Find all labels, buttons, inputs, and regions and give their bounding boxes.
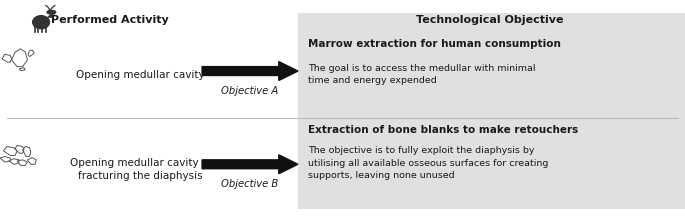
Text: Opening medullar cavity +
fracturing the diaphysis: Opening medullar cavity + fracturing the… — [70, 158, 211, 181]
Text: The goal is to access the medullar with minimal
time and energy expended: The goal is to access the medullar with … — [308, 64, 536, 85]
FancyArrow shape — [202, 155, 298, 174]
Text: Objective B: Objective B — [221, 179, 279, 189]
Text: Opening medullar cavity: Opening medullar cavity — [76, 70, 205, 81]
FancyArrow shape — [202, 61, 298, 80]
Polygon shape — [47, 14, 55, 18]
Text: Marrow extraction for human consumption: Marrow extraction for human consumption — [308, 39, 561, 50]
Ellipse shape — [47, 10, 55, 14]
Text: Performed Activity: Performed Activity — [51, 15, 169, 25]
Ellipse shape — [33, 16, 49, 29]
FancyBboxPatch shape — [298, 13, 685, 209]
Text: The objective is to fully exploit the diaphysis by
utilising all available osseo: The objective is to fully exploit the di… — [308, 146, 549, 180]
Text: Extraction of bone blanks to make retouchers: Extraction of bone blanks to make retouc… — [308, 125, 579, 135]
Text: Technological Objective: Technological Objective — [416, 15, 564, 25]
Text: Objective A: Objective A — [221, 86, 279, 96]
